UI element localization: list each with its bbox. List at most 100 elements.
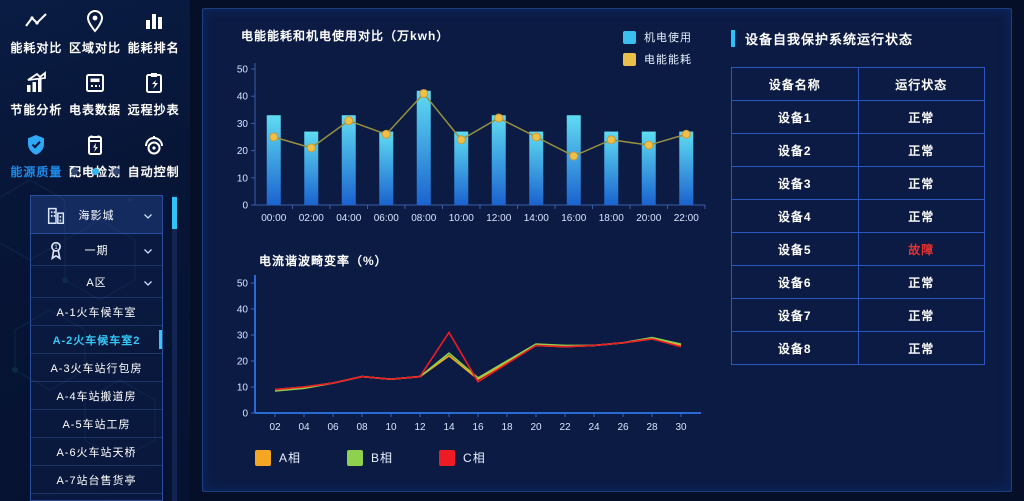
device-status-table: 设备名称 运行状态 设备1 正常 设备2 正常 设备3 正常 设备4 正常 设备5 故障 设备6 正常 设备…	[731, 67, 985, 365]
svg-text:22:00: 22:00	[674, 213, 699, 224]
module-item-0[interactable]: 能耗对比	[8, 8, 65, 56]
svg-text:20: 20	[237, 357, 249, 368]
tree-item-3[interactable]: A-1火车候车室	[31, 298, 162, 326]
svg-text:06:00: 06:00	[374, 213, 399, 224]
svg-text:00:00: 00:00	[261, 213, 286, 224]
svg-text:02:00: 02:00	[299, 213, 324, 224]
module-item-3[interactable]: 节能分析	[8, 70, 65, 118]
shield-icon	[23, 132, 49, 158]
clipboard-icon	[141, 70, 167, 96]
device-name-cell: 设备8	[731, 331, 859, 365]
svg-text:20: 20	[237, 146, 249, 157]
svg-text:26: 26	[617, 422, 629, 433]
module-label: 能耗排名	[127, 41, 180, 55]
svg-text:02: 02	[269, 422, 281, 433]
pagination-dot-1[interactable]	[91, 168, 99, 175]
device-status-cell: 正常	[857, 265, 985, 299]
svg-text:12: 12	[414, 422, 426, 433]
analysis-icon	[23, 70, 49, 96]
svg-text:10: 10	[385, 422, 397, 433]
svg-text:18: 18	[501, 422, 513, 433]
svg-text:10:00: 10:00	[449, 213, 474, 224]
table-row-1: 设备2 正常	[731, 133, 985, 167]
module-label: 自动控制	[127, 165, 180, 179]
svg-text:40: 40	[237, 92, 249, 103]
legend-swatch	[439, 449, 456, 466]
svg-text:18:00: 18:00	[599, 213, 624, 224]
svg-text:04: 04	[298, 422, 310, 433]
device-panel-title: 设备自我保护系统运行状态	[745, 32, 914, 47]
legend-item-C相[interactable]: C相	[439, 449, 486, 466]
legend-item-机电使用[interactable]: 机电使用	[623, 29, 692, 45]
legend-item-A相[interactable]: A相	[255, 449, 301, 466]
device-status-cell: 正常	[857, 100, 985, 134]
module-item-6[interactable]: 能源质量	[8, 132, 65, 180]
svg-text:10: 10	[237, 173, 249, 184]
main-panel: 电能能耗和机电使用对比（万kwh） 机电使用 电能能耗 0 10 20 30 40 50 00…	[202, 8, 1012, 492]
table-header-cell: 运行状态	[857, 67, 985, 101]
tree-item-label: A-1火车候车室	[56, 306, 137, 319]
svg-text:40: 40	[237, 305, 249, 316]
tree-item-7[interactable]: A-5车站工房	[31, 410, 162, 438]
sidebar: 能耗对比区域对比能耗排名节能分析电表数据远程抄表能源质量配电检测自动控制 海影城…	[0, 0, 190, 501]
chevron-down-icon[interactable]	[142, 276, 154, 288]
energy-mech-chart-legend: 机电使用电能能耗	[623, 29, 692, 67]
device-panel-header: 设备自我保护系统运行状态	[731, 29, 913, 48]
module-item-4[interactable]: 电表数据	[67, 70, 124, 118]
device-status-cell: 正常	[857, 199, 985, 233]
pagination-dot-2[interactable]	[112, 168, 120, 175]
legend-item-电能能耗[interactable]: 电能能耗	[623, 51, 692, 67]
svg-text:30: 30	[675, 422, 687, 433]
svg-text:1: 1	[54, 244, 58, 251]
tree-item-1[interactable]: 1 一期	[31, 234, 162, 266]
module-item-5[interactable]: 远程抄表	[125, 70, 182, 118]
tree-item-6[interactable]: A-4车站搬道房	[31, 382, 162, 410]
pagination-dot-0[interactable]	[70, 168, 78, 175]
device-name-cell: 设备7	[731, 298, 859, 332]
tree-item-5[interactable]: A-3火车站行包房	[31, 354, 162, 382]
chevron-down-icon[interactable]	[142, 209, 154, 221]
svg-text:10: 10	[237, 383, 249, 394]
title-accent-bar	[731, 30, 735, 47]
tree-item-label: A-7站台售货亭	[56, 474, 137, 487]
device-name-cell: 设备1	[731, 100, 859, 134]
module-label: 电表数据	[68, 103, 121, 117]
device-name-cell: 设备4	[731, 199, 859, 233]
module-item-2[interactable]: 能耗排名	[125, 8, 182, 56]
tree-item-4[interactable]: A-2火车候车室2	[31, 326, 162, 354]
legend-label: A相	[279, 451, 302, 465]
module-item-8[interactable]: 自动控制	[125, 132, 182, 180]
svg-text:20: 20	[530, 422, 542, 433]
table-row-5: 设备6 正常	[731, 265, 985, 299]
table-header-cell: 设备名称	[731, 67, 859, 101]
svg-text:24: 24	[588, 422, 600, 433]
module-item-1[interactable]: 区域对比	[67, 8, 124, 56]
energy-mech-chart-title: 电能能耗和机电使用对比（万kwh）	[241, 29, 450, 43]
tree-item-8[interactable]: A-6火车站天桥	[31, 438, 162, 466]
harmonic-chart-title: 电流谐波畸变率（%）	[259, 254, 388, 268]
legend-label: 机电使用	[644, 32, 692, 44]
svg-text:22: 22	[559, 422, 571, 433]
tree-item-9[interactable]: A-7站台售货亭	[31, 466, 162, 494]
device-status-cell: 故障	[857, 232, 985, 266]
svg-text:14: 14	[443, 422, 455, 433]
tree-scrollbar-track[interactable]	[172, 195, 177, 501]
legend-item-B相[interactable]: B相	[347, 449, 393, 466]
module-grid: 能耗对比区域对比能耗排名节能分析电表数据远程抄表能源质量配电检测自动控制	[8, 8, 182, 180]
svg-text:28: 28	[646, 422, 658, 433]
tree-item-label: A区	[86, 276, 107, 289]
chevron-down-icon[interactable]	[142, 244, 154, 256]
tree-item-label: A-5车站工房	[62, 418, 131, 431]
table-row-4: 设备5 故障	[731, 232, 985, 266]
building-icon	[45, 204, 67, 226]
table-row-2: 设备3 正常	[731, 166, 985, 200]
device-name-cell: 设备5	[731, 232, 859, 266]
tree-item-2[interactable]: A区	[31, 266, 162, 298]
energy-mech-bar-chart: 0 10 20 30 40 50 00:00 02:00 04:00 06:00 08:00 10:0…	[237, 63, 706, 224]
table-row-7: 设备8 正常	[731, 331, 985, 365]
legend-swatch	[347, 449, 364, 466]
tree-scrollbar-thumb[interactable]	[172, 197, 177, 229]
tree-item-0[interactable]: 海影城	[31, 196, 162, 234]
device-name-cell: 设备6	[731, 265, 859, 299]
legend-label: C相	[463, 451, 486, 465]
